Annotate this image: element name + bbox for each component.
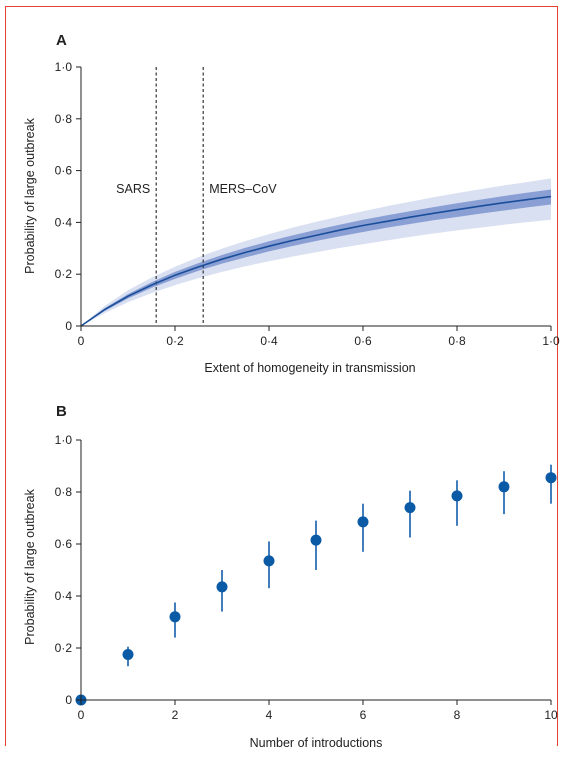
panel-b-axes: 0 0·2 0·4 0·6 0·8 1·0 0 2 4 6 8 10 xyxy=(55,433,558,722)
panel-b-x-tick-label: 6 xyxy=(360,708,367,722)
panel-b-data-point xyxy=(122,649,134,660)
panel-a-x-tick-label: 0·4 xyxy=(260,334,278,348)
panel-b-data-point xyxy=(404,502,416,514)
panel-a-axes: 0 0·2 0·4 0·6 0·8 1·0 0 0·2 0·4 0·6 0·8 1·0 xyxy=(55,60,560,348)
panel-a-x-tick-label: 0 xyxy=(78,334,85,348)
panel-a-annotation-sars: SARS xyxy=(116,182,150,196)
panel-b-y-tick-label: 1·0 xyxy=(55,433,73,447)
panel-a-annotation-mers: MERS–CoV xyxy=(209,182,277,196)
panel-b: B 0 0·2 0·4 0·6 0·8 1·0 0 2 4 6 8 10 Number of intr… xyxy=(23,403,558,750)
panel-a-probability-line xyxy=(80,195,552,327)
panel-b-data-point xyxy=(310,534,322,546)
panel-b-data-point xyxy=(451,490,463,502)
panel-a-bands xyxy=(81,178,551,326)
figure-frame xyxy=(5,6,558,746)
panel-b-x-tick-label: 2 xyxy=(172,708,179,722)
panel-b-x-tick-label: 0 xyxy=(78,708,85,722)
panel-b-data-point xyxy=(263,555,275,567)
panel-b-error-bars xyxy=(127,464,552,667)
panel-a-y-tick-label: 0·4 xyxy=(55,215,73,229)
panel-a-y-tick-label: 0·8 xyxy=(55,112,73,126)
panel-b-data-point xyxy=(216,581,228,593)
panel-a-x-tick-label: 1·0 xyxy=(542,334,560,348)
panel-a-x-tick-label: 0·8 xyxy=(448,334,466,348)
panel-b-x-tick-label: 4 xyxy=(266,708,273,722)
panel-a-x-axis-title: Extent of homogeneity in transmission xyxy=(204,361,415,375)
panel-b-x-axis-title: Number of introductions xyxy=(250,736,383,750)
panel-a-x-tick-label: 0·2 xyxy=(166,334,184,348)
panel-a: A SARS MERS–CoV 0 0·2 0·4 0·6 0·8 1·0 0 0·2 0·4 0·… xyxy=(23,32,560,375)
panel-a-y-tick-label: 1·0 xyxy=(55,60,73,74)
panel-b-x-tick-label: 8 xyxy=(454,708,461,722)
panel-a-y-tick-label: 0·2 xyxy=(55,267,73,281)
panel-b-y-tick-label: 0·8 xyxy=(55,485,73,499)
panel-b-y-tick-label: 0·4 xyxy=(55,589,73,603)
panel-a-letter: A xyxy=(56,32,67,49)
panel-a-y-tick-label: 0 xyxy=(65,319,72,333)
panel-a-series xyxy=(80,195,552,327)
panel-b-data-point xyxy=(545,472,557,484)
panel-b-y-tick-label: 0 xyxy=(65,693,72,707)
panel-b-data-point xyxy=(169,611,181,623)
panel-b-y-axis-title: Probability of large outbreak xyxy=(23,488,37,644)
panel-b-y-tick-label: 0·2 xyxy=(55,641,73,655)
panel-b-data-point xyxy=(357,516,369,528)
panel-a-x-tick-label: 0·6 xyxy=(354,334,372,348)
panel-a-y-axis-title: Probability of large outbreak xyxy=(23,117,37,273)
panel-b-x-tick-label: 10 xyxy=(544,708,558,722)
panel-a-inner-interval-band xyxy=(81,189,551,326)
panel-b-y-tick-label: 0·6 xyxy=(55,537,73,551)
panel-a-y-tick-label: 0·6 xyxy=(55,164,73,178)
panel-b-points xyxy=(75,472,557,706)
panel-b-letter: B xyxy=(56,403,67,420)
panel-b-data-point xyxy=(498,481,510,493)
